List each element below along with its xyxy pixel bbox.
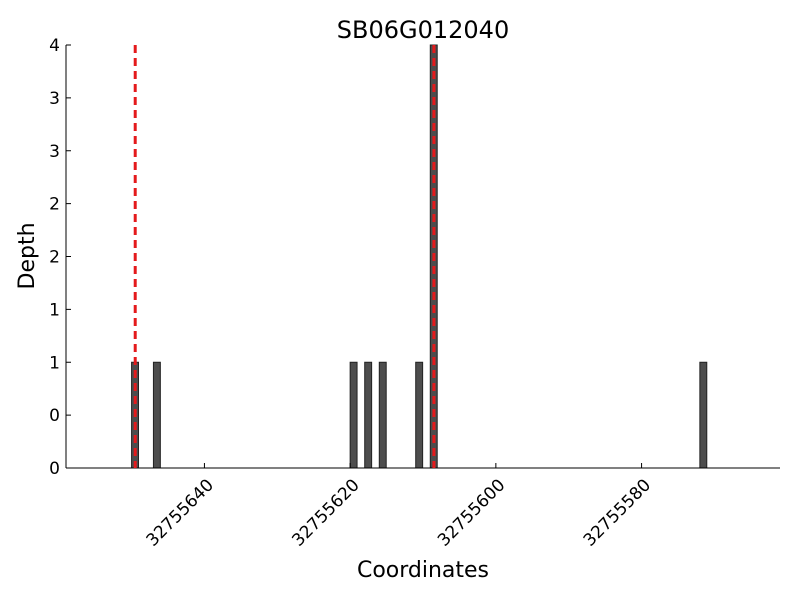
x-tick-label: 32755620	[288, 475, 363, 550]
y-tick-label: 0	[49, 406, 60, 426]
x-axis-label: Coordinates	[357, 558, 489, 583]
y-tick-label: 4	[49, 36, 60, 56]
x-tick-label: 32755600	[434, 475, 509, 550]
x-tick-label: 32755640	[143, 475, 218, 550]
y-tick-label: 2	[49, 195, 60, 215]
y-tick-label: 1	[49, 300, 60, 320]
chart-title: SB06G012040	[337, 16, 509, 44]
y-tick-label: 3	[49, 142, 60, 162]
y-tick-label: 2	[49, 248, 60, 268]
y-axis-label: Depth	[15, 222, 40, 289]
bar	[349, 361, 358, 469]
bar	[152, 361, 161, 469]
y-tick-label: 1	[49, 353, 60, 373]
bar	[364, 361, 373, 469]
x-tick-label: 32755580	[580, 475, 655, 550]
y-tick-label: 0	[49, 459, 60, 479]
bar	[699, 361, 708, 469]
y-tick-label: 3	[49, 89, 60, 109]
bar	[415, 361, 424, 469]
bar	[378, 361, 387, 469]
